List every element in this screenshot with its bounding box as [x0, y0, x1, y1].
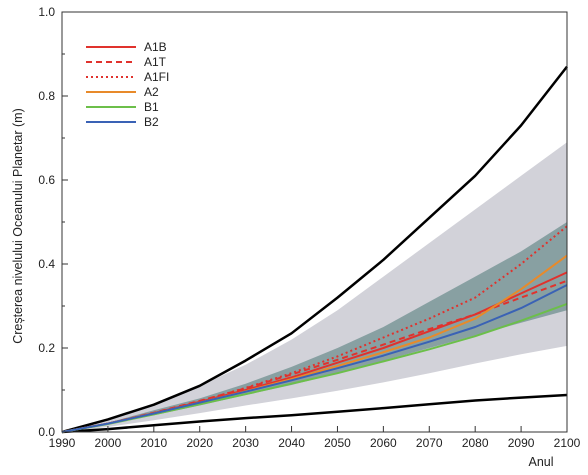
legend-label-a1b: A1B [144, 40, 167, 54]
envelope-upper-bound [61, 65, 568, 434]
x-axis-title: Anul [528, 455, 553, 469]
x-tick-label-2040: 2040 [278, 436, 305, 450]
x-tick-label-2060: 2060 [370, 436, 397, 450]
x-tick-label-2050: 2050 [324, 436, 351, 450]
y-axis-title: Creșterea nivelului Oceanului Planetar (… [11, 108, 25, 344]
legend-label-a1t: A1T [144, 55, 167, 69]
tick-marks [61, 11, 568, 433]
x-tick-label-2080: 2080 [462, 436, 489, 450]
envelope-lower-bound [61, 393, 568, 434]
x-tick-label-2090: 2090 [508, 436, 535, 450]
y-tick-label-0.4: 0.4 [38, 257, 55, 271]
legend-label-b1: B1 [144, 100, 159, 114]
envelope-lines [61, 65, 568, 434]
legend-label-a2: A2 [144, 85, 159, 99]
legend-label-b2: B2 [144, 115, 159, 129]
y-tick-label-0.2: 0.2 [38, 341, 55, 355]
y-tick-label-0.8: 0.8 [38, 89, 55, 103]
scenario-series [61, 225, 568, 433]
x-tick-label-2030: 2030 [232, 436, 259, 450]
y-tick-label-1.0: 1.0 [38, 5, 55, 19]
y-tick-label-0.0: 0.0 [38, 425, 55, 439]
x-tick-label-2000: 2000 [95, 436, 122, 450]
band-model-average-range [62, 222, 567, 432]
tick-labels: 1990 2000 2010 2020 2030 2040 2050 2060 2070 2080… [38, 5, 580, 450]
x-tick-label-1990: 1990 [49, 436, 76, 450]
x-tick-label-2010: 2010 [140, 436, 167, 450]
y-tick-label-0.6: 0.6 [38, 173, 55, 187]
legend-label-a1fi: A1FI [144, 70, 169, 84]
uncertainty-bands [62, 142, 567, 432]
x-tick-label-2020: 2020 [186, 436, 213, 450]
series-line-b2 [61, 284, 568, 433]
band-outer-range [62, 142, 567, 432]
x-tick-label-2070: 2070 [416, 436, 443, 450]
x-tick-label-2100: 2100 [554, 436, 581, 450]
